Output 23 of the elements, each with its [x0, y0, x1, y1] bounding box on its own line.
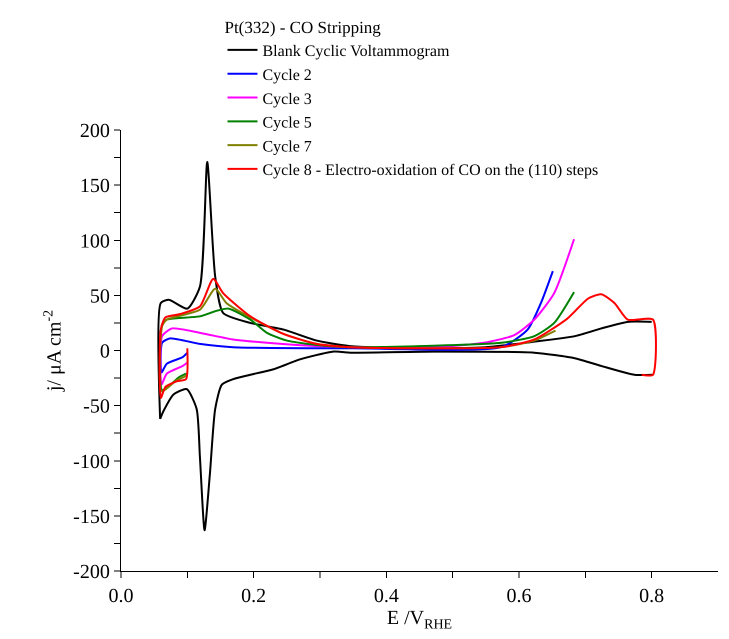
legend-label: Cycle 8 - Electro-oxidation of CO on the (110) steps [262, 162, 598, 180]
legend-label: Cycle 7 [262, 138, 312, 156]
x-axis-title: E /V$_{RHE}$ [386, 607, 452, 632]
y-tick-label: 50 [90, 285, 110, 308]
y-tick-label: 200 [80, 120, 110, 142]
y-tick-label: -200 [73, 561, 110, 583]
legend-title: Pt(332) - CO Stripping [224, 18, 382, 38]
y-tick-label: -100 [73, 450, 110, 473]
x-tick-label: 0.0 [108, 585, 134, 608]
y-tick-label: 150 [80, 175, 110, 198]
x-tick-label: 0.8 [639, 585, 664, 608]
legend-label: Cycle 3 [262, 90, 312, 108]
y-tick-label: 100 [80, 230, 110, 252]
y-tick-label: -50 [83, 396, 110, 418]
legend-label: Cycle 5 [262, 114, 312, 132]
y-tick-label: -150 [73, 506, 110, 528]
legend-label: Blank Cyclic Voltammogram [262, 43, 450, 60]
x-tick-label: 0.4 [374, 585, 399, 608]
legend-label: Cycle 2 [262, 66, 312, 84]
y-tick-label: 0 [100, 340, 110, 362]
line-series [160, 270, 554, 374]
x-tick-label: 0.2 [241, 585, 266, 608]
x-tick-label: 0.6 [506, 585, 532, 608]
